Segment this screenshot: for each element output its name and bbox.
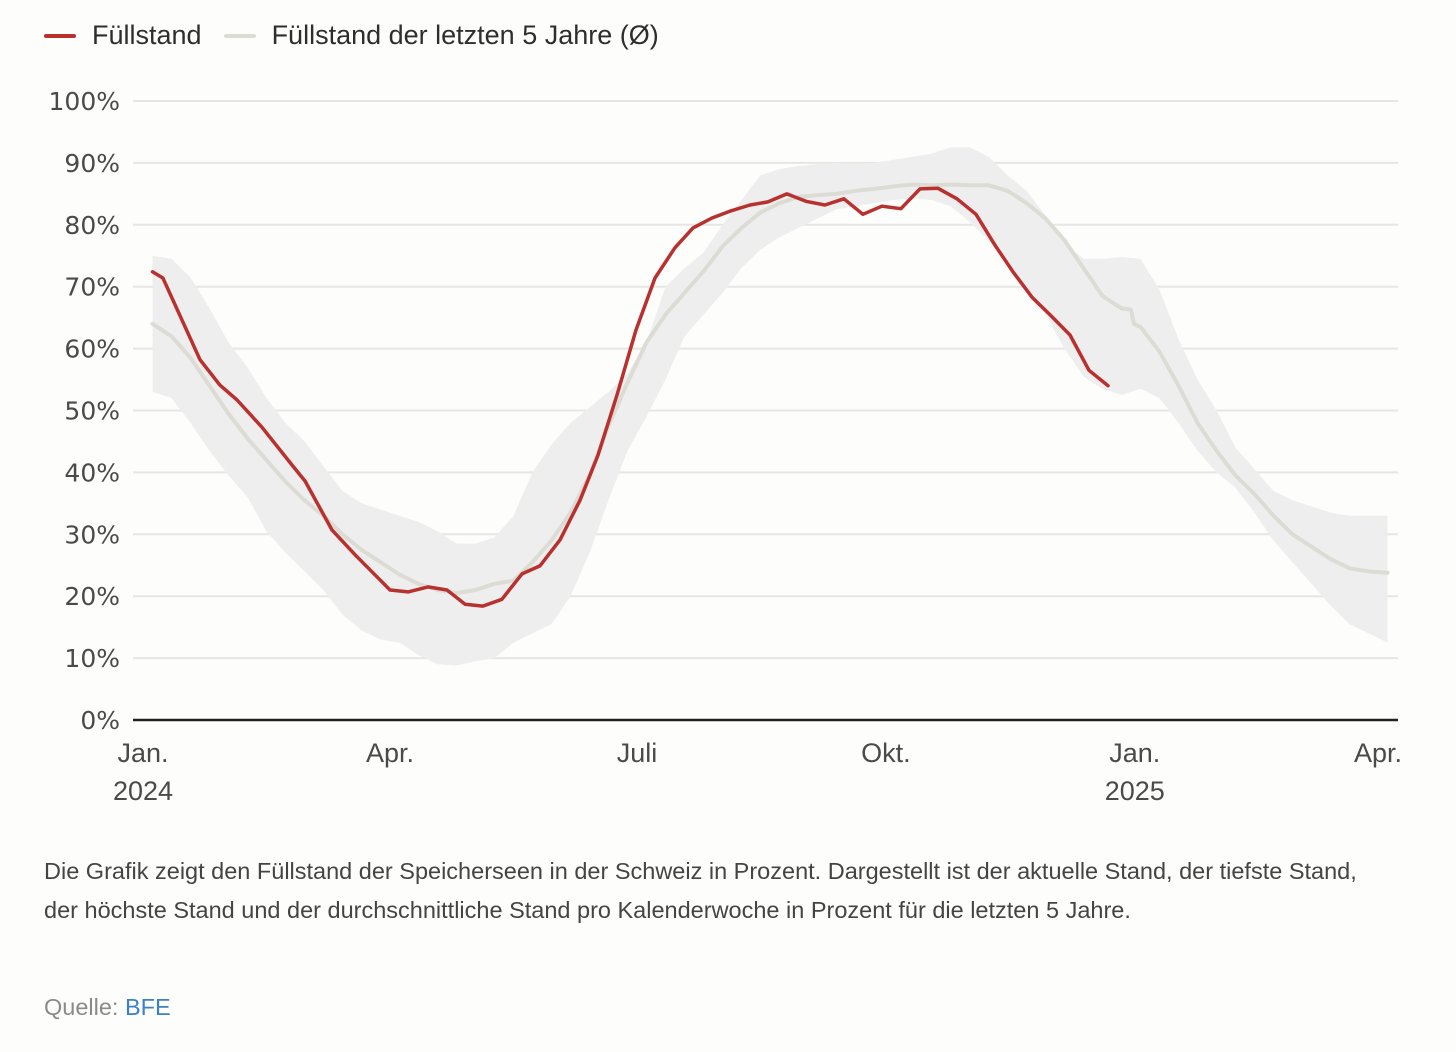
source-link[interactable]: BFE [125, 994, 171, 1020]
y-tick-label: 20% [64, 582, 120, 611]
y-tick-label: 100% [49, 87, 120, 116]
series-lines [150, 182, 1390, 608]
source-label: Quelle: [44, 994, 119, 1020]
y-tick-label: 70% [64, 273, 120, 302]
x-tick-label: Okt. [861, 738, 911, 768]
x-tick-year-label: 2025 [1105, 776, 1165, 806]
y-tick-label: 50% [64, 397, 120, 426]
legend-label-average: Füllstand der letzten 5 Jahre (Ø) [271, 20, 659, 50]
x-tick-label: Jan. [117, 738, 168, 768]
average-line [150, 182, 1390, 596]
legend-swatch-current [44, 33, 76, 38]
y-tick-label: 10% [64, 644, 120, 673]
legend-swatch-average [223, 33, 256, 38]
y-axis-ticks: 0% 10% 20% 30% 40% 50% 60% 70% 80% 90% 100% [49, 87, 120, 735]
chart-caption: Die Grafik zeigt den Füllstand der Speic… [44, 858, 1357, 923]
min-max-band [152, 147, 1388, 666]
y-tick-label: 0% [80, 706, 120, 735]
x-tick-label: Juli [617, 738, 658, 768]
legend: Füllstand Füllstand der letzten 5 Jahre … [44, 20, 681, 51]
x-tick-year-label: 2024 [113, 776, 173, 806]
source-line: Quelle: BFE [44, 994, 171, 1021]
y-tick-label: 60% [64, 335, 120, 364]
x-tick-label: Jan. [1109, 738, 1160, 768]
x-axis-ticks: Jan. 2024 Apr. Juli Okt. Jan. 2025 Apr. [113, 738, 1402, 806]
y-tick-label: 40% [64, 458, 120, 487]
fill-level-chart: 0% 10% 20% 30% 40% 50% 60% 70% 80% 90% 100% Jan. 20… [49, 87, 1403, 806]
x-tick-label: Apr. [366, 738, 414, 768]
legend-item-average[interactable]: Füllstand der letzten 5 Jahre (Ø) [223, 20, 659, 51]
band-area [152, 147, 1388, 666]
legend-item-current[interactable]: Füllstand [44, 20, 202, 51]
x-tick-label: Apr. [1354, 738, 1402, 768]
legend-label-current: Füllstand [92, 20, 202, 50]
y-tick-label: 90% [64, 149, 120, 178]
y-tick-label: 80% [64, 211, 120, 240]
y-tick-label: 30% [64, 520, 120, 549]
current-line [150, 186, 1110, 608]
